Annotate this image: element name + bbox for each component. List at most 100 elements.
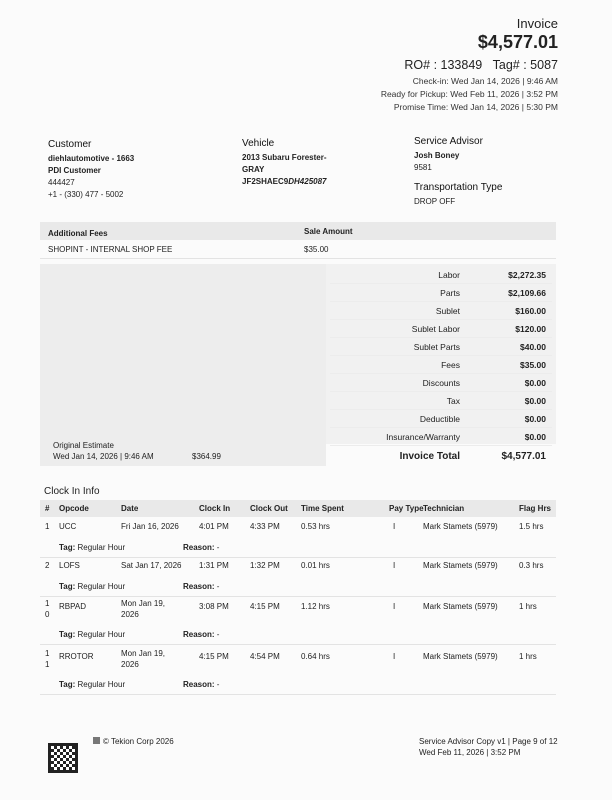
clock-date: Mon Jan 19, 2026 (121, 649, 166, 669)
advisor-label: Service Advisor (414, 136, 483, 147)
vin-prefix: JF2SHAEC9 (242, 177, 289, 186)
estimate-date: Wed Jan 14, 2026 | 9:46 AM (53, 452, 154, 461)
clock-spent: 0.53 hrs (301, 522, 330, 531)
clock-flag: 1 hrs (519, 602, 537, 611)
page-info: Service Advisor Copy v1 | Page 9 of 12 (419, 737, 558, 746)
tag-label: Tag: (59, 543, 76, 552)
vehicle-model: 2013 Subaru Forester- (242, 153, 327, 162)
advisor-id: 9581 (414, 163, 432, 172)
clock-spent: 0.01 hrs (301, 561, 330, 570)
total-value: $0.00 (524, 414, 546, 424)
tag-value: Regular Hour (77, 680, 126, 689)
vehicle-vin: JF2SHAEC9DH425087 (242, 176, 327, 188)
clock-header-cell: Clock In (199, 504, 231, 513)
clock-in: 3:08 PM (199, 602, 229, 611)
clock-header (40, 500, 556, 517)
vehicle-color: GRAY (242, 165, 265, 174)
clock-tech: Mark Stamets (5979) (423, 522, 498, 531)
clock-opcode: LOFS (59, 561, 80, 570)
clock-reason: Reason: - (183, 582, 219, 591)
promise-time: Promise Time: Wed Jan 14, 2026 | 5:30 PM (393, 102, 558, 112)
fee-amount: $35.00 (304, 245, 329, 254)
fees-col-name: Additional Fees (48, 229, 108, 238)
clock-date: Mon Jan 19, 2026 (121, 599, 166, 619)
customer-id: 444427 (48, 178, 75, 187)
tag-value: Regular Hour (77, 543, 126, 552)
clock-date: Sat Jan 17, 2026 (121, 561, 182, 570)
fees-header (40, 222, 556, 240)
tag-label: Tag: (59, 630, 76, 639)
reason-label: Reason: (183, 680, 215, 689)
row-divider (40, 694, 556, 695)
clock-header-cell: # (45, 504, 50, 513)
total-label: Sublet Parts (413, 342, 460, 352)
tag-label: Tag: (59, 582, 76, 591)
clock-num: 2 (45, 561, 50, 570)
total-row: Discounts $0.00 (330, 374, 552, 392)
clock-opcode: RROTOR (59, 652, 94, 661)
clock-tag: Tag: Regular Hour (59, 630, 125, 639)
ro-number: RO# : 133849 (404, 58, 483, 72)
clock-header-cell: Flag Hrs (519, 504, 552, 513)
clock-header-cell: Opcode (59, 504, 89, 513)
total-label: Labor (438, 270, 460, 280)
totals-left-panel (40, 264, 326, 466)
tag-number: Tag# : 5087 (492, 58, 558, 72)
reason-value: - (216, 680, 220, 689)
clock-reason: Reason: - (183, 630, 219, 639)
customer-section: Customer diehlautomotive - 1663 PDI Cust… (48, 139, 134, 201)
tag-value: Regular Hour (77, 582, 126, 591)
clock-reason: Reason: - (183, 680, 219, 689)
advisor-name: Josh Boney (414, 151, 460, 160)
estimate-label: Original Estimate (53, 441, 114, 450)
clock-flag: 1.5 hrs (519, 522, 544, 531)
fee-name: SHOPINT - INTERNAL SHOP FEE (48, 245, 173, 254)
invoice-total-row: Invoice Total $4,577.01 (330, 446, 552, 466)
reason-label: Reason: (183, 630, 215, 639)
total-value: $40.00 (520, 342, 546, 352)
customer-phone: +1 - (330) 477 - 5002 (48, 190, 124, 199)
ro-tag: RO# : 133849 Tag# : 5087 (404, 58, 558, 72)
total-value: $0.00 (524, 432, 546, 442)
clock-pay: I (393, 522, 396, 531)
fees-col-amount: Sale Amount (304, 227, 353, 236)
clock-in: 4:15 PM (199, 652, 229, 661)
footer-brand: © Tekion Corp 2026 (93, 737, 174, 746)
clock-header-cell: Technician (423, 504, 465, 513)
clock-in: 4:01 PM (199, 522, 229, 531)
row-divider (40, 596, 556, 597)
vehicle-label: Vehicle (242, 138, 275, 149)
clock-date: Fri Jan 16, 2026 (121, 522, 179, 531)
reason-label: Reason: (183, 582, 215, 591)
clock-tag: Tag: Regular Hour (59, 680, 125, 689)
clock-tech: Mark Stamets (5979) (423, 561, 498, 570)
total-value: $0.00 (524, 396, 546, 406)
clock-header-cell: Time Spent (301, 504, 344, 513)
total-row: Labor $2,272.35 (330, 266, 552, 284)
clock-spent: 1.12 hrs (301, 602, 330, 611)
tekion-logo-icon (93, 737, 100, 744)
print-date: Wed Feb 11, 2026 | 3:52 PM (419, 748, 521, 757)
clock-out: 4:15 PM (250, 602, 280, 611)
advisor-section: Service Advisor Josh Boney 9581 Transpor… (414, 136, 502, 208)
clock-opcode: RBPAD (59, 602, 86, 611)
total-row: Sublet Labor $120.00 (330, 320, 552, 338)
total-row: Deductible $0.00 (330, 410, 552, 428)
invoice-total-label: Invoice Total (399, 451, 460, 462)
clock-header-cell: Clock Out (250, 504, 288, 513)
total-value: $2,272.35 (508, 270, 546, 280)
clock-reason: Reason: - (183, 543, 219, 552)
total-value: $0.00 (524, 378, 546, 388)
clock-num: 10 (45, 599, 50, 619)
qr-code (48, 743, 78, 773)
invoice-title: Invoice (516, 16, 558, 31)
clock-num: 1 (45, 522, 50, 531)
estimate-amount: $364.99 (192, 452, 221, 461)
total-label: Parts (440, 288, 460, 298)
clock-out: 4:33 PM (250, 522, 280, 531)
transport-label: Transportation Type (414, 182, 503, 193)
reason-label: Reason: (183, 543, 215, 552)
vehicle-section: Vehicle 2013 Subaru Forester- GRAY JF2SH… (242, 138, 327, 188)
reason-value: - (216, 630, 220, 639)
clock-out: 4:54 PM (250, 652, 280, 661)
